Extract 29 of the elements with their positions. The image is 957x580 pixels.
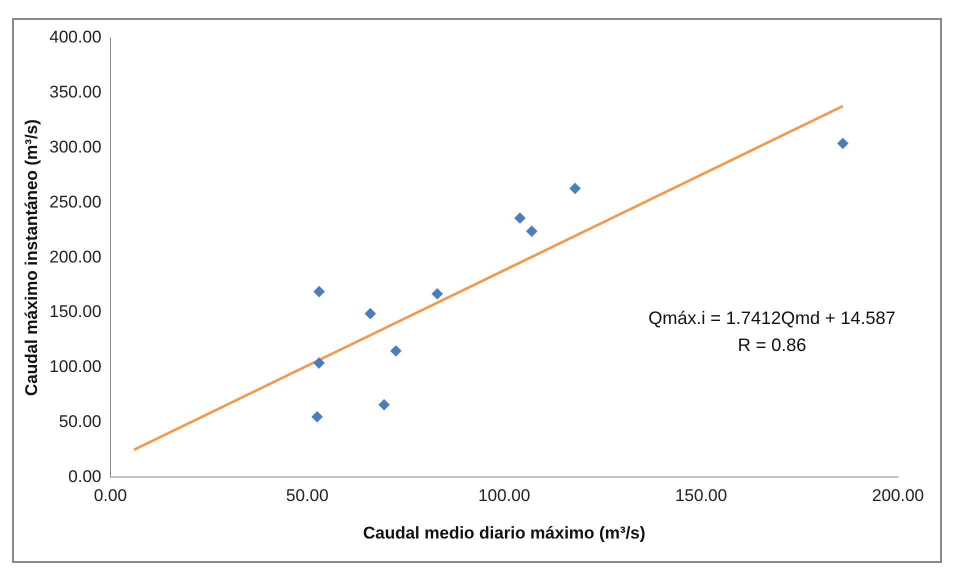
x-tick-label: 150.00 [675, 486, 728, 506]
y-tick-label: 350.00 [49, 82, 102, 102]
point [432, 288, 443, 300]
point [364, 308, 376, 320]
x-tick-label: 100.00 [478, 486, 530, 506]
point [314, 286, 325, 298]
x-tick-label: 50.00 [286, 486, 329, 506]
y-tick-label: 300.00 [49, 137, 102, 156]
point [314, 358, 325, 369]
y-tick-label: 100.00 [49, 357, 102, 376]
x-tick-label: 0.00 [94, 486, 127, 506]
y-tick-label: 0.00 [68, 466, 102, 486]
point [378, 399, 390, 410]
annotation: Qmáx.i = 1.7412Qmd + 14.587 [648, 308, 896, 328]
point [312, 411, 323, 422]
x-tick-label: 200.00 [872, 486, 924, 506]
y-tick-label: 50.00 [58, 412, 102, 431]
point [390, 345, 402, 356]
y-tick-label: 150.00 [49, 302, 102, 322]
y-axis-title: Caudal máximo instantáneo (m³/s) [22, 119, 41, 396]
x-axis-title: Caudal medio diario máximo (m³/s) [362, 523, 646, 542]
point [837, 138, 848, 149]
point [514, 212, 526, 224]
y-tick-label: 250.00 [49, 192, 102, 212]
point [570, 182, 581, 194]
point [526, 226, 538, 237]
y-tick-label: 200.00 [49, 247, 102, 266]
y-tick-label: 400.00 [49, 28, 102, 47]
annotation: R = 0.86 [738, 335, 806, 356]
